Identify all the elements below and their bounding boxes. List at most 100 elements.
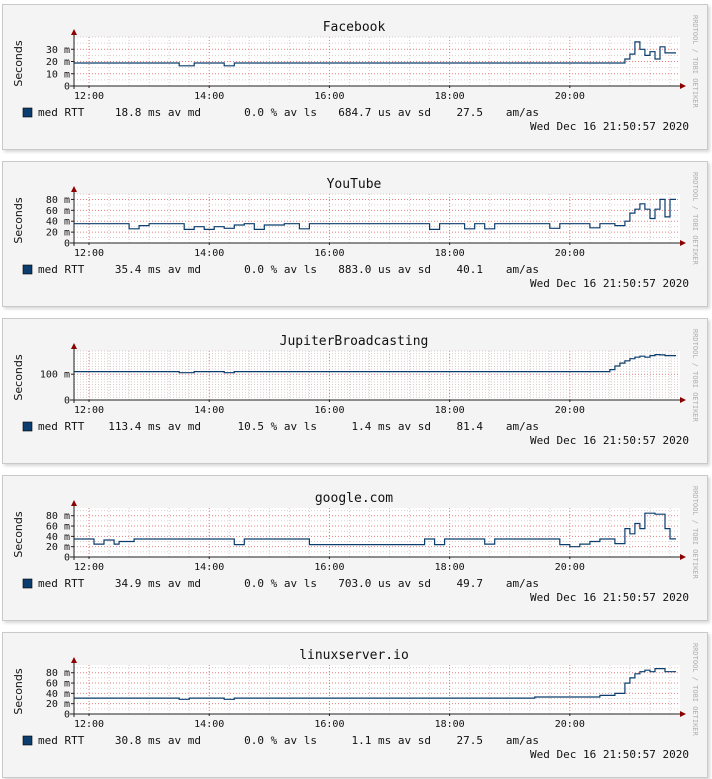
- x-tick-label: 12:00: [74, 562, 104, 573]
- legend-stat: 0.0 % av ls: [244, 106, 317, 119]
- x-tick-label: 20:00: [555, 91, 585, 102]
- graph-panel: Facebook RRDTOOL / TOBI OETIKER Seconds 0 10…: [2, 4, 708, 150]
- series-line: [74, 512, 676, 548]
- y-tick-label: 80 m: [46, 668, 70, 679]
- x-tick-label: 14:00: [194, 719, 224, 730]
- x-tick-label: 12:00: [74, 248, 104, 259]
- legend-stat: 27.5: [457, 734, 484, 747]
- y-tick-label: 40 m: [46, 532, 70, 543]
- x-axis-arrow: [680, 711, 686, 717]
- legend-stat: 0.0 % av ls: [244, 734, 317, 747]
- rrdtool-watermark: RRDTOOL / TOBI OETIKER: [691, 15, 699, 109]
- x-axis-arrow: [680, 83, 686, 89]
- legend-swatch: [22, 735, 33, 746]
- legend-stat: am/as: [506, 577, 539, 590]
- y-tick-label: 10 m: [46, 69, 70, 80]
- x-tick-label: 14:00: [194, 405, 224, 416]
- x-axis-arrow: [680, 554, 686, 560]
- legend-stat: 18.8 ms av md: [115, 106, 201, 119]
- y-tick-label: 60 m: [46, 522, 70, 533]
- rtt-chart: google.com RRDTOOL / TOBI OETIKER Seconds 0…: [12, 486, 699, 604]
- rrdtool-watermark: RRDTOOL / TOBI OETIKER: [691, 643, 699, 737]
- series-line: [74, 198, 676, 230]
- grid: [74, 665, 680, 715]
- legend-label: med RTT: [38, 420, 85, 433]
- y-axis-arrow: [71, 343, 77, 349]
- rrdtool-watermark: RRDTOOL / TOBI OETIKER: [691, 329, 699, 423]
- series-line: [74, 354, 676, 374]
- y-tick-label: 80 m: [46, 511, 70, 522]
- legend-stat: 1.4 ms av sd: [352, 420, 431, 433]
- legend-swatch: [22, 421, 33, 432]
- axes: [70, 343, 686, 403]
- graph-panel: google.com RRDTOOL / TOBI OETIKER Seconds 0…: [2, 475, 708, 621]
- legend-stat: 883.0 us av sd: [338, 263, 431, 276]
- legend-label: med RTT: [38, 263, 85, 276]
- graph-panel: linuxserver.io RRDTOOL / TOBI OETIKER Seco…: [2, 632, 708, 778]
- y-axis-label: Seconds: [12, 354, 25, 400]
- x-tick-label: 20:00: [555, 405, 585, 416]
- rtt-chart: linuxserver.io RRDTOOL / TOBI OETIKER Seco…: [12, 643, 699, 761]
- y-axis-arrow: [71, 29, 77, 35]
- chart-title: Facebook: [323, 20, 386, 35]
- x-tick-label: 20:00: [555, 248, 585, 259]
- x-tick-label: 16:00: [314, 248, 344, 259]
- y-axis-label: Seconds: [12, 668, 25, 714]
- graph-panel: YouTube RRDTOOL / TOBI OETIKER Seconds 0 20 …: [2, 161, 708, 307]
- legend-label: med RTT: [38, 577, 85, 590]
- legend-stat: am/as: [506, 106, 539, 119]
- legend-stat: 30.8 ms av md: [115, 734, 201, 747]
- x-tick-label: 20:00: [555, 719, 585, 730]
- x-tick-label: 18:00: [435, 562, 465, 573]
- y-tick-label: 0: [64, 239, 70, 250]
- legend-stat: 81.4: [457, 420, 484, 433]
- y-tick-label: 40 m: [46, 689, 70, 700]
- y-tick-label: 0: [64, 82, 70, 93]
- rtt-chart: Facebook RRDTOOL / TOBI OETIKER Seconds 0 10…: [12, 15, 699, 133]
- y-tick-label: 40 m: [46, 217, 70, 228]
- timestamp: Wed Dec 16 21:50:57 2020: [530, 120, 689, 133]
- legend-stat: am/as: [506, 263, 539, 276]
- y-axis-arrow: [71, 657, 77, 663]
- chart-title: linuxserver.io: [299, 648, 409, 663]
- legend-stat: 703.0 us av sd: [338, 577, 431, 590]
- timestamp: Wed Dec 16 21:50:57 2020: [530, 748, 689, 761]
- legend-swatch: [22, 264, 33, 275]
- legend-stat: 27.5: [457, 106, 484, 119]
- y-tick-label: 80 m: [46, 195, 70, 206]
- legend-stat: 40.1: [457, 263, 484, 276]
- timestamp: Wed Dec 16 21:50:57 2020: [530, 591, 689, 604]
- legend-stat: 49.7: [457, 577, 484, 590]
- timestamp: Wed Dec 16 21:50:57 2020: [530, 277, 689, 290]
- axes: [70, 657, 686, 717]
- y-tick-label: 100 m: [40, 370, 70, 381]
- axes: [70, 186, 686, 246]
- x-tick-label: 18:00: [435, 719, 465, 730]
- x-tick-label: 14:00: [194, 91, 224, 102]
- x-tick-label: 18:00: [435, 248, 465, 259]
- legend-stat: 0.0 % av ls: [244, 263, 317, 276]
- y-tick-label: 60 m: [46, 206, 70, 217]
- legend-stat: 34.9 ms av md: [115, 577, 201, 590]
- x-tick-label: 16:00: [314, 91, 344, 102]
- x-tick-label: 18:00: [435, 405, 465, 416]
- y-tick-label: 20 m: [46, 228, 70, 239]
- x-tick-label: 14:00: [194, 248, 224, 259]
- x-tick-label: 12:00: [74, 405, 104, 416]
- y-axis-label: Seconds: [12, 197, 25, 243]
- x-tick-label: 18:00: [435, 91, 465, 102]
- legend-stat: 1.1 ms av sd: [352, 734, 431, 747]
- timestamp: Wed Dec 16 21:50:57 2020: [530, 434, 689, 447]
- legend-swatch: [22, 578, 33, 589]
- x-tick-label: 16:00: [314, 719, 344, 730]
- rtt-chart: JupiterBroadcasting RRDTOOL / TOBI OETIKE…: [12, 329, 699, 447]
- y-tick-label: 0: [64, 396, 70, 407]
- legend-swatch: [22, 107, 33, 118]
- legend-label: med RTT: [38, 106, 85, 119]
- x-tick-label: 12:00: [74, 719, 104, 730]
- legend-stat: 10.5 % av ls: [238, 420, 317, 433]
- y-tick-label: 20 m: [46, 542, 70, 553]
- legend-stat: am/as: [506, 420, 539, 433]
- grid: [74, 193, 680, 244]
- chart-title: JupiterBroadcasting: [280, 334, 429, 349]
